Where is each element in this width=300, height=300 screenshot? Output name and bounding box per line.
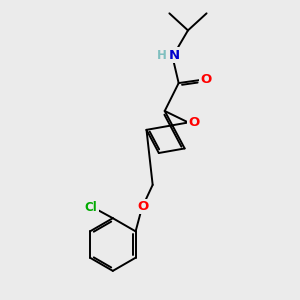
Text: O: O	[200, 74, 211, 86]
Text: O: O	[138, 200, 149, 213]
Text: H: H	[157, 49, 166, 62]
Text: N: N	[169, 49, 180, 62]
Text: Cl: Cl	[85, 201, 98, 214]
Text: O: O	[188, 116, 200, 129]
